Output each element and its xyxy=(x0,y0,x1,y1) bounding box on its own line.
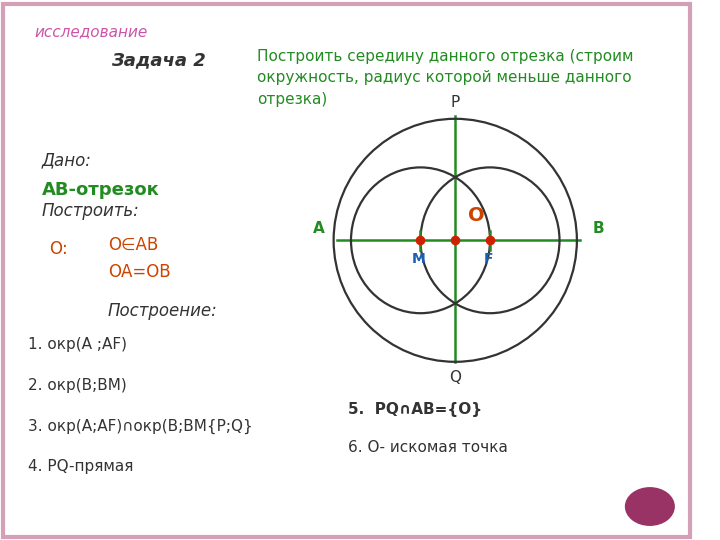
Text: АВ-отрезок: АВ-отрезок xyxy=(42,181,159,199)
Text: Q: Q xyxy=(449,370,462,385)
Text: О∈АВ: О∈АВ xyxy=(108,236,158,254)
Text: 1. окр(А ;АF): 1. окр(А ;АF) xyxy=(28,338,127,353)
Text: исследование: исследование xyxy=(35,24,148,39)
Point xyxy=(485,236,496,245)
Text: A: A xyxy=(312,221,325,236)
Text: 4. РQ-прямая: 4. РQ-прямая xyxy=(28,459,133,474)
Text: Задача 2: Задача 2 xyxy=(111,51,206,69)
Point xyxy=(415,236,426,245)
Text: 5.  РQ∩АВ={О}: 5. РQ∩АВ={О} xyxy=(348,402,482,417)
Text: Построение:: Построение: xyxy=(108,302,217,320)
Text: 2. окр(В;ВМ): 2. окр(В;ВМ) xyxy=(28,378,127,393)
Text: M: M xyxy=(413,252,426,266)
Point xyxy=(449,236,461,245)
Circle shape xyxy=(625,487,675,526)
Text: Построить середину данного отрезка (строим
окружность, радиус которой меньше дан: Построить середину данного отрезка (стро… xyxy=(257,49,634,107)
Text: Построить:: Построить: xyxy=(42,202,140,220)
Text: 6. О- искомая точка: 6. О- искомая точка xyxy=(348,440,508,455)
Text: O: O xyxy=(468,206,485,225)
Text: P: P xyxy=(451,94,460,110)
Text: О:: О: xyxy=(49,240,68,258)
Text: Дано:: Дано: xyxy=(42,151,91,169)
Text: F: F xyxy=(484,252,493,266)
Text: 3. окр(А;АF)∩окр(В;ВМ{Р;Q}: 3. окр(А;АF)∩окр(В;ВМ{Р;Q} xyxy=(28,418,253,434)
FancyBboxPatch shape xyxy=(4,4,690,537)
Text: ОА=ОВ: ОА=ОВ xyxy=(108,263,171,281)
Text: B: B xyxy=(593,221,605,236)
